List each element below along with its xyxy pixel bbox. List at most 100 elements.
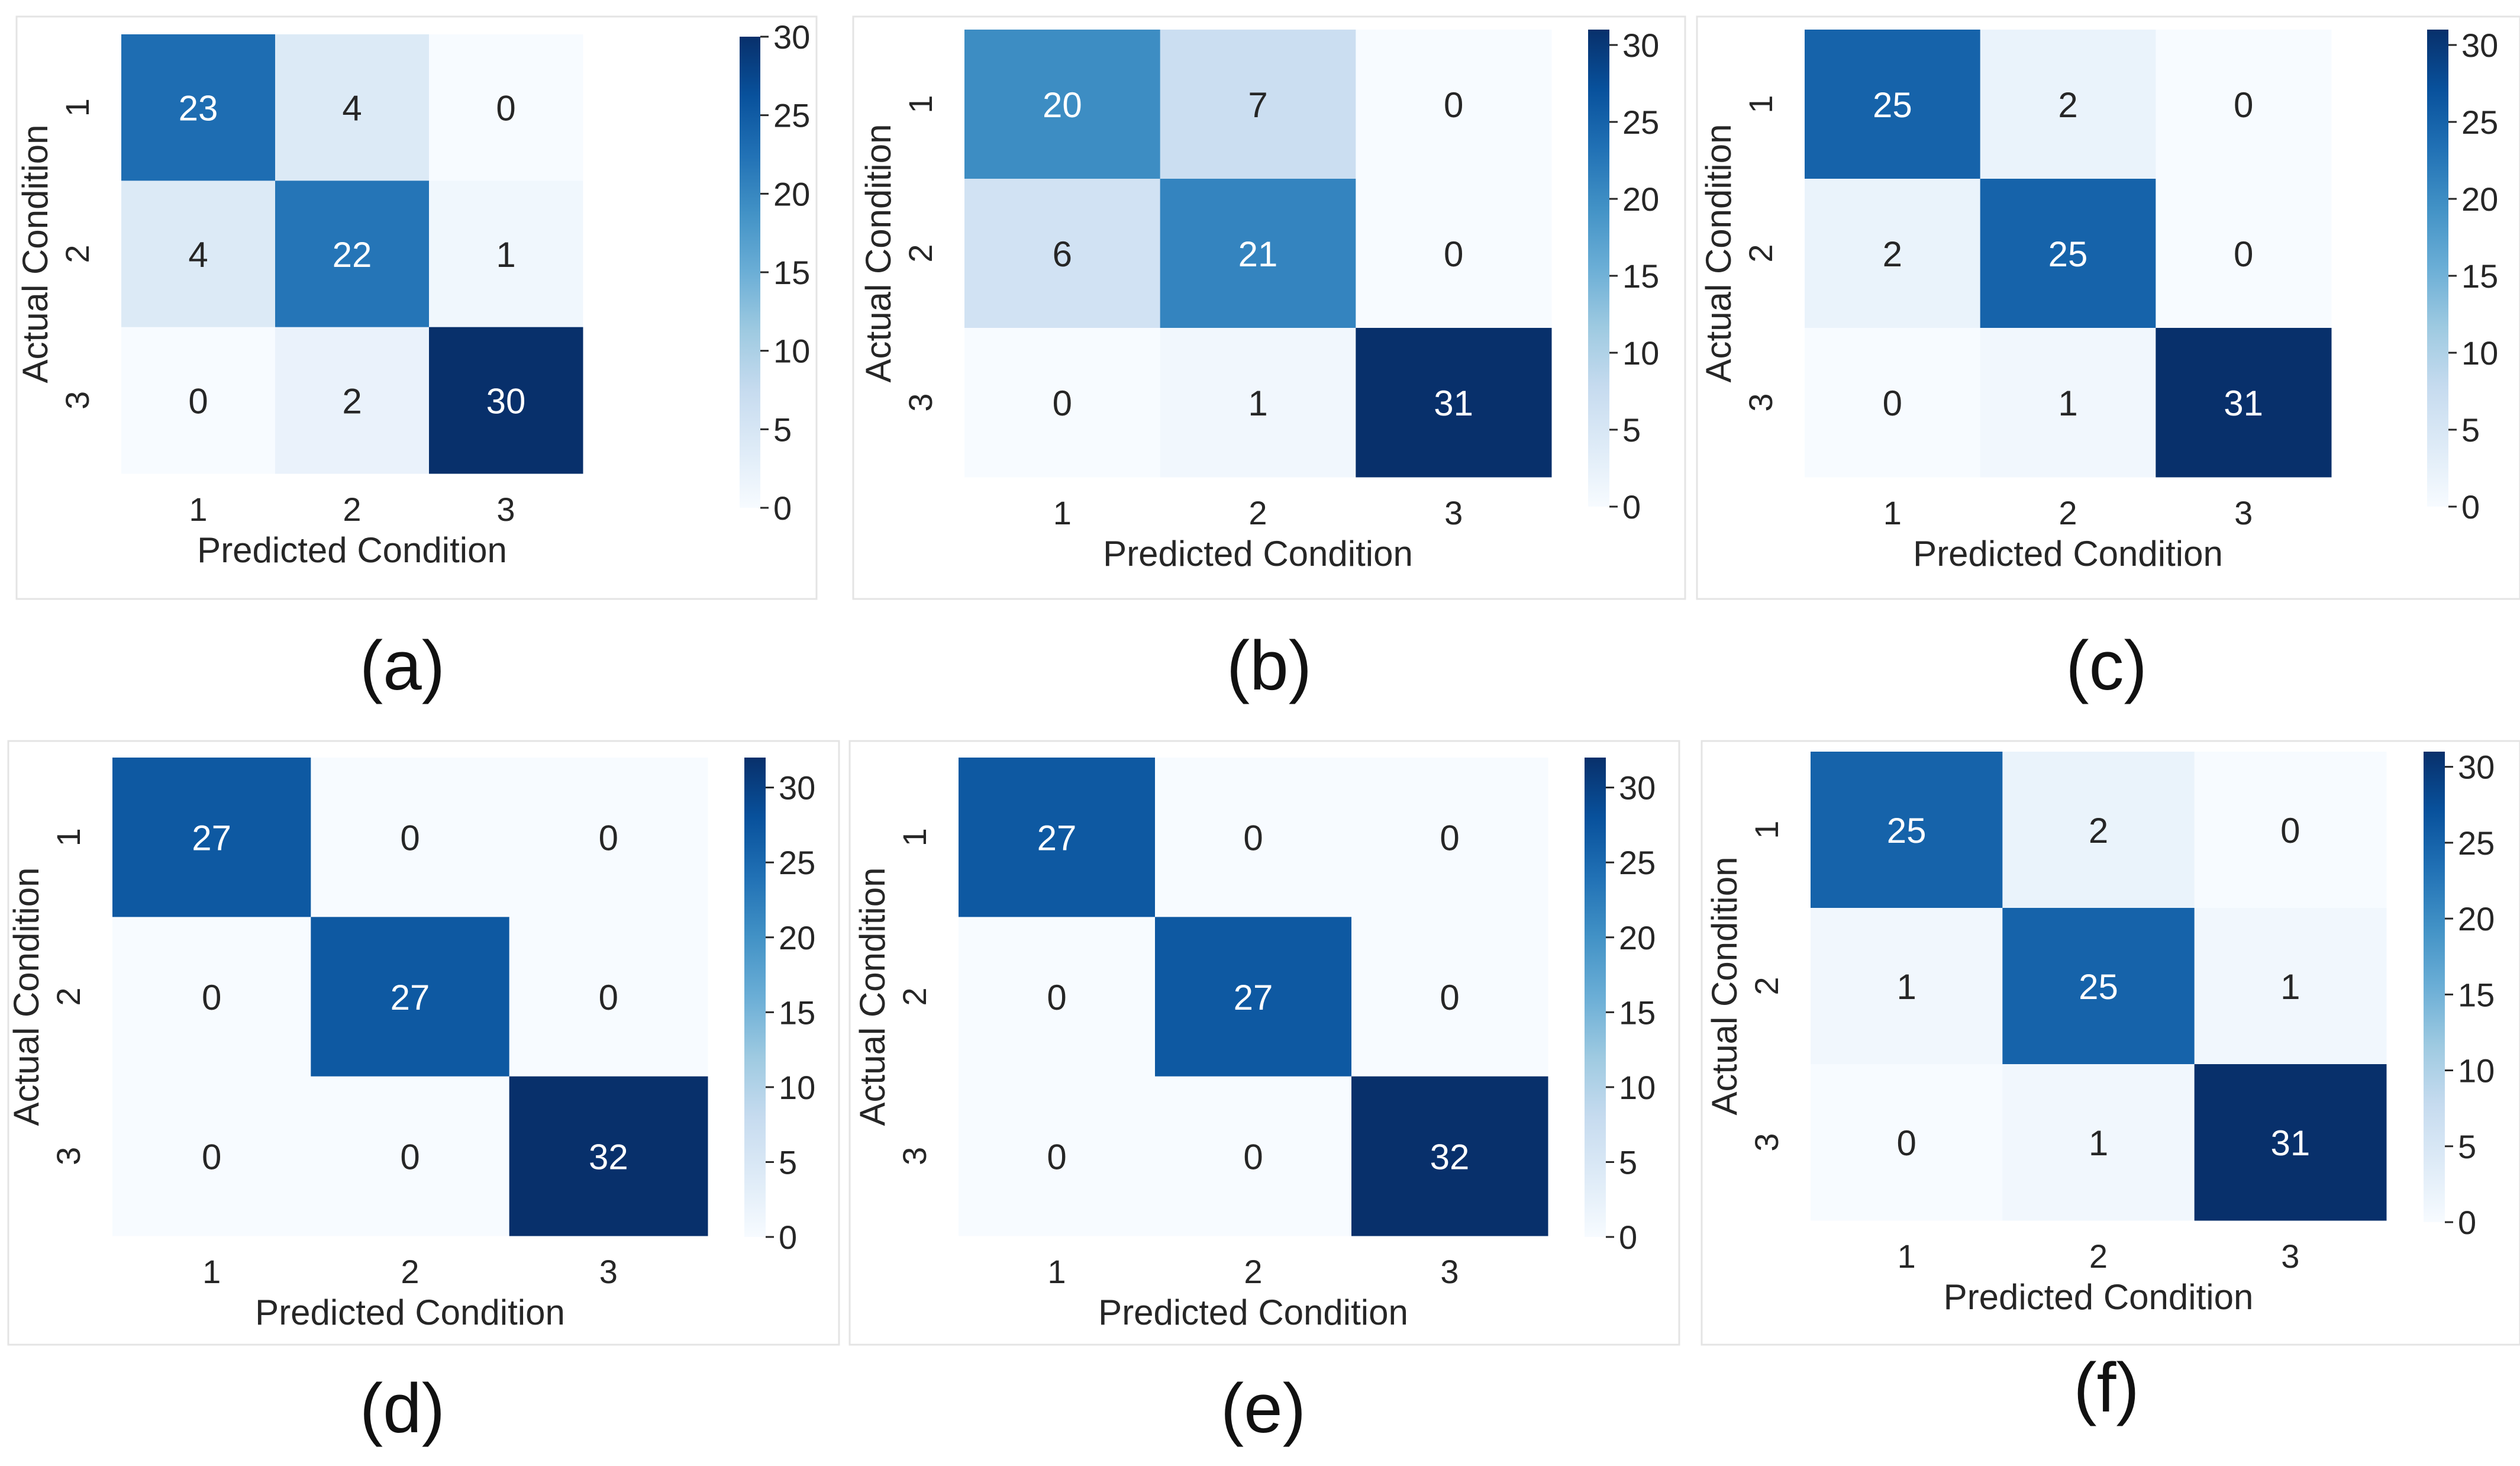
x-tick-label: 1 <box>202 1253 221 1290</box>
heatmap-cell <box>1811 908 2003 1065</box>
y-axis-label: Actual Condition <box>859 124 898 383</box>
cell-value-label: 0 <box>1047 1137 1066 1177</box>
panel-caption-a: (a) <box>360 627 445 705</box>
cell-value-label: 0 <box>599 978 618 1017</box>
y-tick-label: 2 <box>1748 977 1785 995</box>
cell-value-label: 31 <box>2270 1123 2310 1163</box>
captions-layer: (a) (b) (c) (d) (e) (f) <box>360 627 2147 1448</box>
colorbar <box>740 37 760 508</box>
cell-value-label: 0 <box>188 381 208 421</box>
colorbar-tick-label: 25 <box>2458 824 2495 862</box>
panel-caption-b: (b) <box>1227 627 1312 705</box>
colorbar-tick-label: 25 <box>1619 844 1656 881</box>
colorbar-tick-label: 20 <box>779 919 815 956</box>
cell-value-label: 2 <box>1883 234 1902 274</box>
colorbar-tick-label: 30 <box>1619 769 1656 807</box>
colorbar-tick-label: 10 <box>2458 1052 2495 1090</box>
cell-value-label: 4 <box>342 89 362 128</box>
colorbar-tick-label: 30 <box>1622 27 1659 64</box>
cell-value-label: 21 <box>1238 234 1278 274</box>
colorbar-tick-label: 5 <box>773 411 792 448</box>
x-tick-label: 2 <box>2089 1238 2108 1275</box>
colorbar-tick-label: 10 <box>779 1069 815 1106</box>
cell-value-label: 2 <box>2089 811 2108 850</box>
colorbar <box>2427 30 2448 507</box>
heatmap-cell <box>311 758 510 917</box>
cell-value-label: 20 <box>1043 85 1082 125</box>
y-tick-label: 2 <box>896 987 933 1006</box>
heatmap-cell <box>1811 752 2003 908</box>
heatmap-cell <box>275 327 430 474</box>
y-tick-label: 3 <box>896 1147 933 1165</box>
x-tick-label: 1 <box>1898 1238 1916 1275</box>
cell-value-label: 30 <box>486 381 526 421</box>
cell-value-label: 0 <box>1243 1137 1263 1177</box>
colorbar-tick-label: 25 <box>779 844 815 881</box>
heatmap-cell <box>959 758 1156 917</box>
colorbar-tick-label: 15 <box>779 994 815 1031</box>
colorbar-tick-label: 20 <box>773 175 810 212</box>
heatmap-cell <box>1805 179 1981 328</box>
cell-value-label: 32 <box>1430 1137 1470 1177</box>
colorbar-tick-label: 5 <box>1622 411 1641 449</box>
cell-value-label: 27 <box>1234 978 1273 1017</box>
x-tick-label: 1 <box>1053 494 1072 531</box>
colorbar-tick-label: 15 <box>2461 257 2498 295</box>
heatmap-cell <box>1351 1076 1548 1236</box>
x-tick-label: 2 <box>1244 1253 1262 1290</box>
cell-value-label: 0 <box>1883 384 1902 423</box>
cell-value-label: 0 <box>1444 234 1463 274</box>
x-tick-label: 3 <box>496 491 515 528</box>
cell-value-label: 0 <box>599 819 618 858</box>
colorbar-tick-label: 0 <box>773 489 792 527</box>
cell-value-label: 1 <box>2089 1123 2108 1163</box>
colorbar-tick-label: 20 <box>2461 181 2498 218</box>
heatmap-cell <box>2002 752 2195 908</box>
heatmap-cell <box>1356 328 1552 478</box>
heatmap-cell <box>2194 908 2387 1065</box>
cell-value-label: 0 <box>400 1137 420 1177</box>
heatmap-cell <box>121 181 276 328</box>
colorbar-tick-label: 20 <box>2458 900 2495 937</box>
y-tick-label: 1 <box>59 98 96 117</box>
y-tick-label: 3 <box>902 393 939 411</box>
colorbar-tick-label: 5 <box>2458 1128 2476 1165</box>
heatmap-cell <box>2194 752 2387 908</box>
y-tick-label: 1 <box>50 828 87 846</box>
heatmap-cell <box>2156 179 2332 328</box>
cell-value-label: 27 <box>1037 819 1077 858</box>
x-tick-label: 3 <box>2234 494 2253 531</box>
y-tick-label: 3 <box>50 1147 87 1165</box>
heatmap-cell <box>429 34 583 181</box>
colorbar-tick-label: 30 <box>2458 749 2495 786</box>
heatmap-cell <box>964 179 1161 328</box>
y-tick-label: 1 <box>1748 820 1785 839</box>
y-tick-label: 2 <box>59 244 96 263</box>
cell-value-label: 1 <box>2280 967 2300 1007</box>
cell-value-label: 25 <box>2079 967 2118 1007</box>
cell-value-label: 0 <box>1053 384 1072 423</box>
x-tick-label: 3 <box>1444 494 1463 531</box>
heatmap-cell <box>1805 328 1981 478</box>
heatmap-cell <box>1356 179 1552 328</box>
cell-value-label: 0 <box>1243 819 1263 858</box>
heatmap-panel-e: 27 0 0 0 27 0 0 0 32 1 2 3 1 2 3 Predicted Condition Act… <box>848 740 1680 1346</box>
cell-value-label: 23 <box>179 89 218 128</box>
cell-value-label: 0 <box>496 89 515 128</box>
y-axis-label: Actual Condition <box>853 868 892 1126</box>
heatmap-cell <box>1980 328 2156 478</box>
cell-value-label: 2 <box>2058 85 2077 125</box>
x-tick-label: 3 <box>1440 1253 1459 1290</box>
y-tick-label: 3 <box>59 391 96 410</box>
y-tick-label: 1 <box>896 828 933 846</box>
heatmap-cell <box>2002 1064 2195 1221</box>
heatmap-cell <box>429 327 583 474</box>
cell-value-label: 31 <box>2224 384 2263 423</box>
heatmap-cell <box>1351 917 1548 1077</box>
cell-value-label: 0 <box>202 1137 221 1177</box>
heatmap-cell <box>1155 917 1352 1077</box>
colorbar-tick-label: 15 <box>773 254 810 291</box>
heatmap-cell <box>1805 30 1981 179</box>
y-axis-label: Actual Condition <box>15 125 55 384</box>
